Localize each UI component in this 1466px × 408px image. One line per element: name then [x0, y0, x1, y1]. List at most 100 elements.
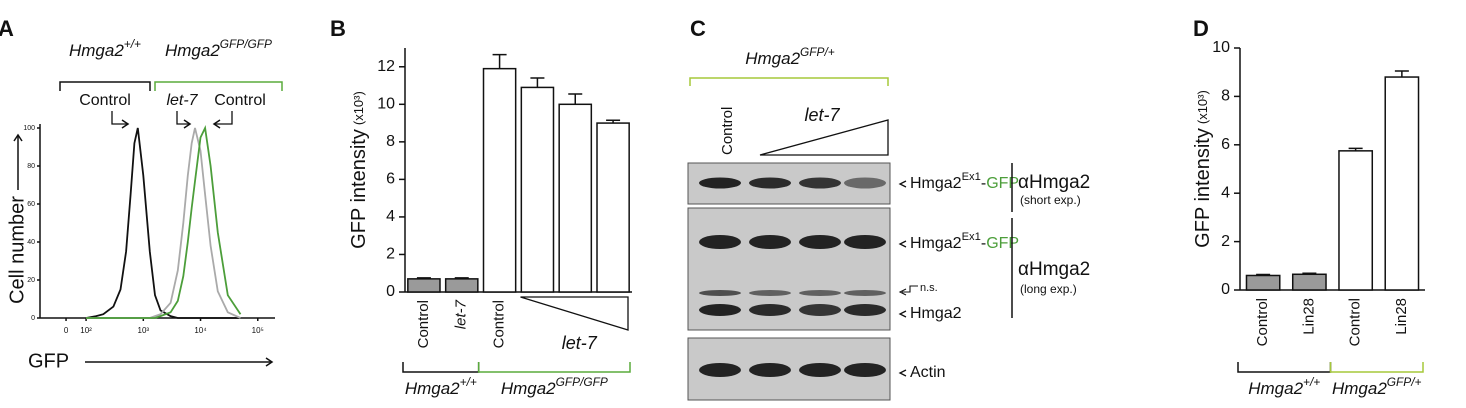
y-tick-label: 100 [23, 125, 35, 132]
label-part: +/+ [1303, 375, 1320, 389]
rich-label: Hmga2Ex1-GFP [910, 231, 1019, 252]
y-tick-label: 2 [1221, 233, 1230, 250]
arrow-head [212, 119, 221, 129]
y-tick-label: 6 [386, 171, 395, 188]
label-part: GFP/+ [800, 45, 835, 59]
arrow-head [265, 357, 274, 367]
error-bar [1348, 147, 1363, 151]
arrow-head [13, 133, 23, 142]
y-axis-label-text: GFP intensity [348, 129, 370, 249]
rich-label: Hmga2 [910, 305, 962, 322]
band [749, 290, 791, 296]
y-axis-label-unit: (x10³) [1195, 90, 1210, 124]
y-tick-label: 4 [1221, 184, 1230, 201]
annotation-arrow [111, 111, 128, 125]
band [749, 363, 791, 377]
x-tick-label: 0 [64, 326, 69, 335]
error-bar [1302, 272, 1317, 275]
rich-label: Hmga2+/+ [405, 375, 477, 398]
x-tick-label: 10³ [138, 326, 150, 335]
antibody-note: (short exp.) [1020, 193, 1081, 207]
arrow-head [183, 119, 192, 129]
y-tick-label: 4 [386, 208, 395, 225]
label-part: +/+ [124, 37, 141, 51]
panel-letter: A [0, 16, 14, 41]
band [799, 235, 841, 249]
y-tick-label: 2 [386, 246, 395, 263]
y-tick-label: 20 [27, 277, 35, 284]
annotation: let-7 [166, 92, 198, 109]
error-bar [492, 53, 507, 69]
y-axis-label: GFP intensity (x10³) [1192, 90, 1214, 248]
category-label: let-7 [453, 299, 470, 329]
error-bar [1394, 70, 1409, 78]
category-label: Control [1347, 298, 1364, 346]
label-part: - [981, 175, 986, 192]
annotation-arrow [214, 111, 233, 125]
band-pointer [898, 240, 907, 248]
histogram-line [86, 124, 242, 319]
bracket [154, 81, 283, 91]
band [699, 290, 741, 296]
y-axis-label-text: GFP intensity [1192, 128, 1214, 248]
error-bar [1256, 273, 1271, 276]
category-label: Control [491, 300, 508, 348]
band [749, 235, 791, 249]
band [749, 304, 791, 316]
label-part: - [981, 235, 986, 252]
bracket [689, 77, 889, 86]
x-tick-label: 10⁵ [252, 326, 264, 335]
bar [596, 122, 630, 293]
category-label: Control [1254, 298, 1271, 346]
rich-label: Hmga2GFP/GFP [165, 37, 272, 60]
rich-label: Actin [910, 364, 946, 381]
category-label: Lin28 [1300, 298, 1317, 335]
x-tick-label: 10² [80, 326, 92, 335]
label-part: Hmga2 [745, 49, 800, 68]
antibody-name: αHmga2 [1018, 172, 1090, 193]
ramp-triangle [759, 119, 889, 156]
band [844, 235, 886, 249]
band [799, 177, 841, 189]
annotation-arrow [176, 111, 190, 125]
bracket [477, 362, 631, 373]
y-tick-label: 40 [27, 239, 35, 246]
label-part: GFP/GFP [220, 37, 272, 51]
y-tick-label: 60 [27, 201, 35, 208]
band [699, 304, 741, 316]
ramp-label: let-7 [562, 333, 598, 353]
band [799, 304, 841, 316]
y-axis-label: Cell number [6, 196, 28, 304]
bar [407, 278, 441, 293]
bar [1245, 274, 1281, 291]
bracket [402, 362, 480, 373]
label-part: Hmga2 [165, 41, 220, 60]
y-tick-label: 8 [1221, 88, 1230, 105]
band [799, 363, 841, 377]
rich-label: Hmga2+/+ [1248, 375, 1320, 398]
bracket [1329, 362, 1424, 373]
arrow-head [121, 119, 130, 129]
y-tick-label: 0 [1221, 281, 1230, 298]
rich-label: Hmga2GFP/+ [745, 45, 835, 68]
band [749, 177, 791, 189]
error-bar [530, 77, 545, 88]
bar [444, 278, 479, 293]
rich-label: Hmga2Ex1-GFP [910, 171, 1019, 192]
label-part: Hmga2 [910, 305, 962, 322]
label-part: Hmga2 [910, 235, 962, 252]
bar [520, 86, 555, 293]
bar [558, 103, 593, 293]
label-part: GFP/+ [1387, 375, 1422, 389]
category-label: Control [415, 300, 432, 348]
band [844, 304, 886, 316]
panel-letter: C [690, 16, 706, 41]
histogram-line [85, 127, 241, 319]
label-part: Actin [910, 364, 946, 381]
band [799, 290, 841, 296]
bar [1384, 76, 1420, 291]
label-part: Hmga2 [69, 41, 124, 60]
label-part: Ex1 [962, 231, 981, 243]
antibody-note: (long exp.) [1020, 282, 1077, 296]
